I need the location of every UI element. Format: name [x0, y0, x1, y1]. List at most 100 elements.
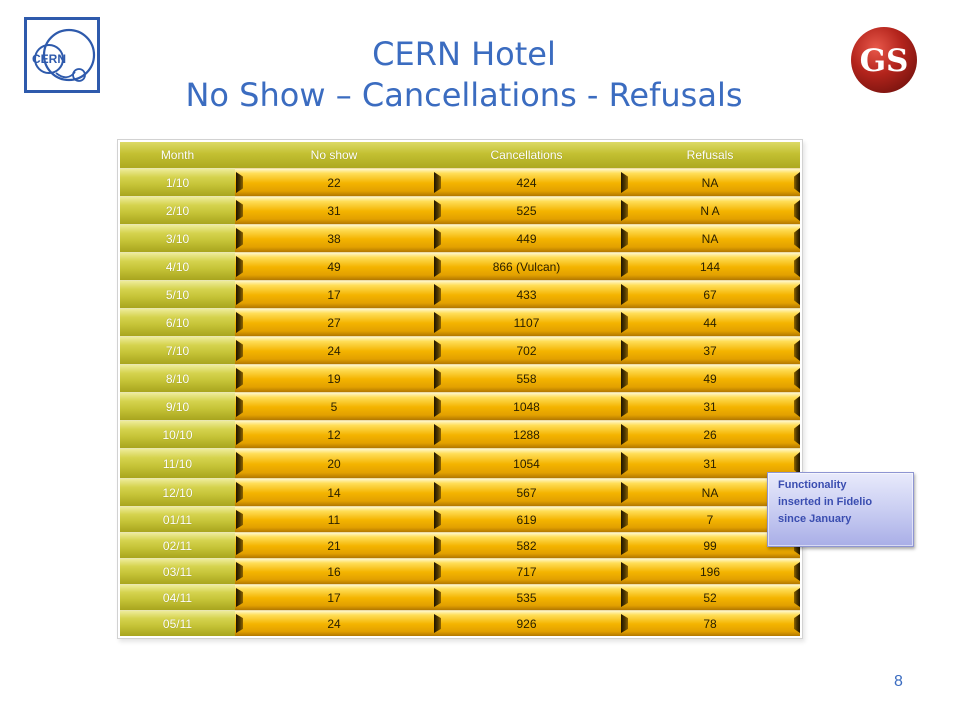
table-row: 3/10 38 449 NA — [120, 224, 800, 252]
month-cell: 5/10 — [120, 280, 235, 308]
table-row: 8/10 19 558 49 — [120, 364, 800, 392]
table-body: 1/10 22 424 NA 2/10 31 525 N A 3/10 38 449 NA 4/10 49… — [120, 168, 800, 636]
month-cell: 02/11 — [120, 532, 235, 558]
month-cell: 4/10 — [120, 252, 235, 280]
month-cell: 9/10 — [120, 392, 235, 420]
refusals-cell: 26 — [620, 420, 800, 448]
table-row: 5/10 17 433 67 — [120, 280, 800, 308]
table-row: 05/11 24 926 78 — [120, 610, 800, 636]
cern-logo-frame — [24, 17, 100, 93]
gs-logo: GS — [851, 27, 917, 93]
gs-logo-text: GS — [860, 43, 909, 79]
month-cell: 7/10 — [120, 336, 235, 364]
refusals-cell: N A — [620, 196, 800, 224]
cern-logo-text: CERN — [32, 52, 66, 66]
cancellations-cell: 926 — [433, 610, 620, 636]
no-show-cell: 38 — [235, 224, 433, 252]
callout-note: Functionality inserted in Fidelio since … — [767, 472, 914, 547]
no-show-cell: 17 — [235, 584, 433, 610]
page-number: 8 — [894, 673, 903, 690]
month-cell: 2/10 — [120, 196, 235, 224]
cancellations-cell: 449 — [433, 224, 620, 252]
refusals-cell: 196 — [620, 558, 800, 584]
title-line-1: CERN Hotel — [372, 35, 556, 73]
cancellations-cell: 433 — [433, 280, 620, 308]
table-row: 2/10 31 525 N A — [120, 196, 800, 224]
refusals-cell: 31 — [620, 392, 800, 420]
header-refusals: Refusals — [620, 142, 800, 168]
refusals-cell: 44 — [620, 308, 800, 336]
cancellations-cell: 1107 — [433, 308, 620, 336]
refusals-cell: 52 — [620, 584, 800, 610]
table-row: 02/11 21 582 99 — [120, 532, 800, 558]
callout-line: since January — [778, 513, 852, 525]
table-row: 04/11 17 535 52 — [120, 584, 800, 610]
cern-logo-large-ring — [42, 28, 96, 82]
refusals-cell: NA — [620, 168, 800, 196]
table-row: 4/10 49 866 (Vulcan) 144 — [120, 252, 800, 280]
cancellations-cell: 582 — [433, 532, 620, 558]
header-month: Month — [120, 142, 235, 168]
cern-logo-curve — [55, 71, 76, 79]
cancellations-cell: 567 — [433, 478, 620, 506]
callout-line: Functionality — [778, 479, 847, 491]
no-show-cell: 27 — [235, 308, 433, 336]
no-show-cell: 20 — [235, 448, 433, 478]
cancellations-cell: 558 — [433, 364, 620, 392]
refusals-cell: 78 — [620, 610, 800, 636]
month-cell: 03/11 — [120, 558, 235, 584]
table-row: 7/10 24 702 37 — [120, 336, 800, 364]
table-row: 11/10 20 1054 31 — [120, 448, 800, 478]
refusals-cell: NA — [620, 224, 800, 252]
refusals-cell: 37 — [620, 336, 800, 364]
header-cancellations: Cancellations — [433, 142, 620, 168]
month-cell: 11/10 — [120, 448, 235, 478]
no-show-cell: 21 — [235, 532, 433, 558]
month-cell: 6/10 — [120, 308, 235, 336]
cern-logo: CERN — [24, 17, 100, 93]
cern-logo-small-ring — [34, 44, 64, 74]
cancellations-cell: 424 — [433, 168, 620, 196]
cancellations-cell: 1048 — [433, 392, 620, 420]
table-header-row: Month No show Cancellations Refusals — [120, 142, 800, 168]
table-row: 6/10 27 1107 44 — [120, 308, 800, 336]
cancellations-cell: 535 — [433, 584, 620, 610]
cancellations-cell: 1054 — [433, 448, 620, 478]
no-show-cell: 31 — [235, 196, 433, 224]
table-row: 03/11 16 717 196 — [120, 558, 800, 584]
no-show-cell: 17 — [235, 280, 433, 308]
gs-logo-circle — [851, 27, 917, 93]
no-show-cell: 19 — [235, 364, 433, 392]
refusals-cell: 144 — [620, 252, 800, 280]
no-show-cell: 12 — [235, 420, 433, 448]
no-show-cell: 22 — [235, 168, 433, 196]
table-row: 10/10 12 1288 26 — [120, 420, 800, 448]
no-show-cell: 16 — [235, 558, 433, 584]
month-cell: 05/11 — [120, 610, 235, 636]
month-cell: 01/11 — [120, 506, 235, 532]
month-cell: 10/10 — [120, 420, 235, 448]
cancellations-cell: 619 — [433, 506, 620, 532]
table-row: 12/10 14 567 NA — [120, 478, 800, 506]
month-cell: 12/10 — [120, 478, 235, 506]
month-cell: 1/10 — [120, 168, 235, 196]
table-row: 1/10 22 424 NA — [120, 168, 800, 196]
refusals-cell: 49 — [620, 364, 800, 392]
cancellations-cell: 717 — [433, 558, 620, 584]
no-show-cell: 14 — [235, 478, 433, 506]
data-table: Month No show Cancellations Refusals 1/1… — [120, 142, 800, 636]
refusals-cell: 67 — [620, 280, 800, 308]
table-row: 9/10 5 1048 31 — [120, 392, 800, 420]
cancellations-cell: 1288 — [433, 420, 620, 448]
cancellations-cell: 702 — [433, 336, 620, 364]
no-show-cell: 24 — [235, 610, 433, 636]
no-show-cell: 11 — [235, 506, 433, 532]
table-row: 01/11 11 619 7 — [120, 506, 800, 532]
cancellations-cell: 525 — [433, 196, 620, 224]
month-cell: 3/10 — [120, 224, 235, 252]
month-cell: 8/10 — [120, 364, 235, 392]
header-no-show: No show — [235, 142, 433, 168]
title-line-2: No Show – Cancellations - Refusals — [185, 76, 743, 114]
no-show-cell: 49 — [235, 252, 433, 280]
cancellations-cell: 866 (Vulcan) — [433, 252, 620, 280]
